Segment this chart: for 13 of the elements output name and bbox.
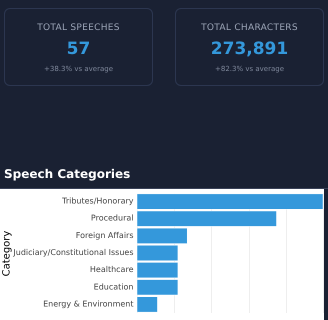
y-tick-label: Judiciary/Constitutional Issues: [12, 248, 134, 257]
y-tick-label: Education: [94, 282, 134, 292]
chart-title: Speech Categories: [0, 160, 328, 189]
y-tick-label: Healthcare: [90, 265, 134, 274]
text: TOTAL CHARACTERS: [200, 23, 299, 33]
text: 273,891: [210, 39, 290, 59]
y-axis-title: Category: [1, 230, 12, 276]
y-tick-label: Procedural: [90, 214, 134, 223]
y-tick-label: Tributes/Honorary: [61, 196, 134, 206]
y-tick-label: Energy & Environment: [43, 299, 134, 308]
text: TOTAL SPEECHES: [36, 23, 121, 33]
text: 57: [66, 39, 92, 59]
y-tick-label: Foreign Affairs: [76, 230, 134, 240]
